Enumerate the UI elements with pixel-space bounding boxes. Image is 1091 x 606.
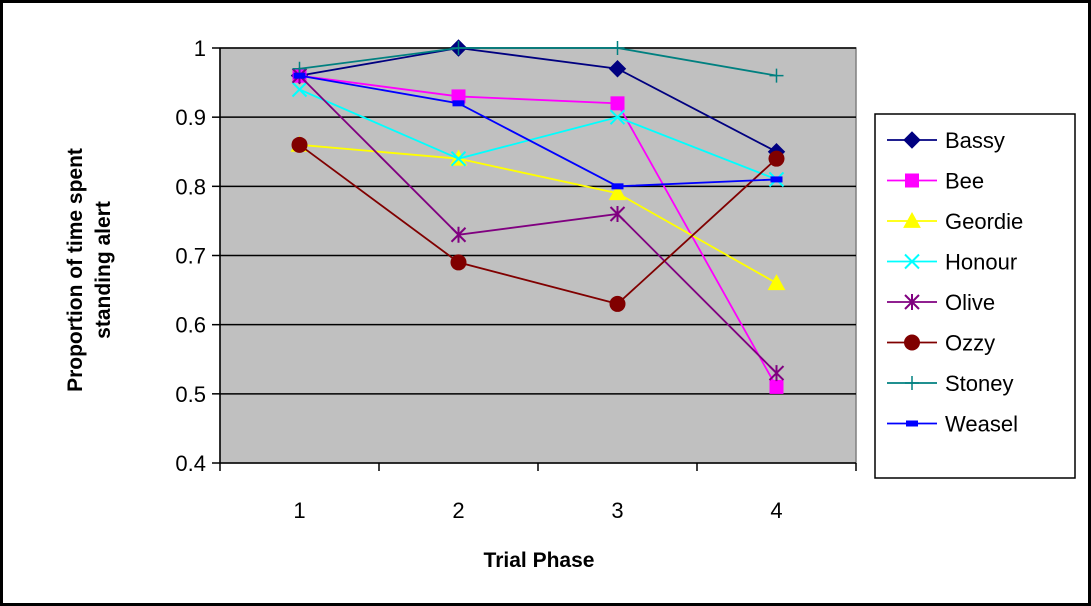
y-axis-title-line-1: Proportion of time spent <box>64 148 87 392</box>
legend-label: Honour <box>945 250 1017 275</box>
legend: Bassy Bee Geordie Honour Olive Ozzy Stoney Weas… <box>887 128 1023 437</box>
legend-label: Stoney <box>945 371 1014 396</box>
series-weasel <box>293 72 783 190</box>
series-line-olive <box>298 75 778 374</box>
data-point-x <box>904 253 920 270</box>
legend-item-ozzy: Ozzy <box>887 331 995 356</box>
series-line-ozzy <box>298 144 778 305</box>
series-stoney <box>292 41 784 83</box>
data-point-diamond <box>903 131 921 149</box>
data-point-x <box>450 150 467 167</box>
series-olive <box>291 67 785 382</box>
data-point-plus <box>451 41 466 55</box>
x-tick-label: 3 <box>611 498 623 523</box>
x-tick-label: 4 <box>770 498 782 523</box>
data-point-dash <box>906 420 918 427</box>
y-tick-label: 0.4 <box>175 451 206 476</box>
series-bee <box>292 68 784 394</box>
data-point-square <box>610 96 625 111</box>
y-tick-label: 0.9 <box>175 105 206 130</box>
data-point-square <box>769 379 784 394</box>
series-line-weasel <box>299 74 777 188</box>
series-ozzy <box>291 136 785 312</box>
data-point-triangle <box>608 184 627 201</box>
data-point-star <box>904 294 920 310</box>
data-point-circle <box>609 295 626 312</box>
data-point-star <box>768 365 785 382</box>
legend-item-bassy: Bassy <box>887 128 1005 153</box>
data-point-circle <box>768 150 785 167</box>
data-point-star <box>450 226 467 243</box>
legend-item-olive: Olive <box>887 290 995 315</box>
y-tick-label: 0.8 <box>175 174 206 199</box>
data-point-square <box>905 173 919 188</box>
data-point-dash <box>770 176 783 183</box>
legend-item-honour: Honour <box>887 250 1017 275</box>
y-tick-label: 0.7 <box>175 244 206 269</box>
data-point-circle <box>904 334 920 351</box>
series-line-honour <box>299 88 777 181</box>
series-honour <box>291 81 785 188</box>
legend-label: Ozzy <box>945 331 995 356</box>
legend-label: Bee <box>945 169 984 194</box>
legend-item-weasel: Weasel <box>887 412 1018 437</box>
x-tick-label: 2 <box>452 498 464 523</box>
y-axis-title-line-2: standing alert <box>92 201 115 339</box>
series-line-stoney <box>299 47 777 77</box>
series-line-bee <box>299 74 778 388</box>
legend-item-stoney: Stoney <box>887 371 1014 396</box>
data-point-triangle <box>903 211 921 228</box>
series-layer <box>290 39 786 394</box>
y-tick-label: 1 <box>194 36 206 61</box>
data-point-dash <box>611 183 624 190</box>
axes <box>212 47 857 471</box>
data-point-square <box>451 89 466 104</box>
data-point-circle <box>291 136 308 153</box>
x-axis-title: Trial Phase <box>484 549 595 572</box>
legend-item-geordie: Geordie <box>887 209 1023 234</box>
legend-label: Olive <box>945 290 995 315</box>
legend-label: Weasel <box>945 412 1018 437</box>
legend-label: Bassy <box>945 128 1005 153</box>
data-point-star <box>609 206 626 222</box>
series-line-geordie <box>299 143 777 284</box>
data-point-plus <box>610 41 625 55</box>
data-point-plus <box>769 68 784 83</box>
legend-item-bee: Bee <box>887 169 984 194</box>
tick-labels: 0.4 0.5 0.6 0.7 0.8 0.9 1 1 2 3 4 <box>175 36 782 523</box>
legend-label: Geordie <box>945 209 1023 234</box>
data-point-x <box>609 109 626 125</box>
y-tick-label: 0.5 <box>175 382 206 407</box>
data-point-plus <box>905 376 919 390</box>
data-point-dash <box>293 72 306 79</box>
data-point-dash <box>452 100 465 107</box>
x-tick-label: 1 <box>293 498 305 523</box>
y-tick-label: 0.6 <box>175 313 206 338</box>
data-point-x <box>291 81 308 98</box>
data-point-triangle <box>767 274 786 291</box>
gridlines <box>220 47 856 395</box>
data-point-diamond <box>608 60 627 78</box>
data-point-circle <box>450 254 467 271</box>
series-line-bassy <box>299 47 777 153</box>
